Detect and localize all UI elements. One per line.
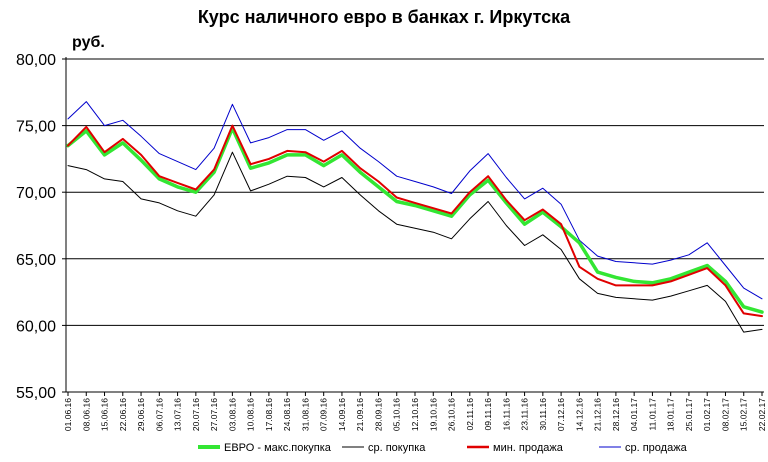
series-line bbox=[66, 126, 764, 314]
chart-title: Курс наличного евро в банках г. Иркутска bbox=[198, 7, 571, 27]
x-tick-label: 20.07.16 bbox=[191, 398, 201, 431]
x-tick-label: 18.01.17 bbox=[666, 398, 676, 431]
x-tick-label: 26.10.16 bbox=[447, 398, 457, 431]
x-tick-label: 05.10.16 bbox=[392, 398, 402, 431]
x-tick-label: 13.07.16 bbox=[173, 398, 183, 431]
x-tick-label: 23.11.16 bbox=[520, 398, 530, 431]
x-tick-label: 07.12.16 bbox=[556, 398, 566, 431]
x-tick-label: 08.02.17 bbox=[720, 398, 730, 431]
series-line bbox=[67, 124, 763, 318]
x-tick-label: 09.11.16 bbox=[483, 398, 493, 431]
x-tick-label: 01.02.17 bbox=[702, 398, 712, 431]
x-tick-label: 01.06.16 bbox=[63, 398, 73, 431]
y-axis-ticks: 80,00 75,00 70,00 65,00 60,00 55,00 bbox=[16, 52, 66, 402]
legend-label: ср. продажа bbox=[625, 442, 688, 454]
x-tick-label: 11.01.17 bbox=[647, 398, 657, 431]
x-tick-label: 28.09.16 bbox=[373, 398, 383, 431]
legend-label: мин. продажа bbox=[493, 442, 564, 454]
x-tick-label: 25.01.17 bbox=[684, 398, 694, 431]
x-tick-label: 10.08.16 bbox=[246, 398, 256, 431]
legend-label: ср. покупка bbox=[368, 442, 426, 454]
x-tick-label: 15.06.16 bbox=[100, 398, 110, 431]
x-tick-label: 31.08.16 bbox=[300, 398, 310, 431]
x-tick-label: 27.07.16 bbox=[209, 398, 219, 431]
series-line bbox=[67, 101, 763, 300]
x-tick-label: 15.02.17 bbox=[739, 398, 749, 431]
x-tick-label: 04.01.17 bbox=[629, 398, 639, 431]
y-tick-label: 65,00 bbox=[16, 252, 56, 269]
x-tick-label: 22.02.17 bbox=[757, 398, 767, 431]
gridlines bbox=[66, 58, 764, 326]
legend: ЕВРО - макс.покупка ср. покупка мин. прода… bbox=[198, 442, 688, 454]
x-tick-label: 14.09.16 bbox=[337, 398, 347, 431]
x-axis-ticks: 01.06.16 08.06.16 15.06.16 22.06.16 29.06.16… bbox=[63, 392, 767, 431]
x-tick-label: 21.09.16 bbox=[355, 398, 365, 431]
x-tick-label: 19.10.16 bbox=[428, 398, 438, 431]
x-tick-label: 28.12.16 bbox=[611, 398, 621, 431]
x-tick-label: 02.11.16 bbox=[465, 398, 475, 431]
x-tick-label: 03.08.16 bbox=[227, 398, 237, 431]
y-tick-label: 80,00 bbox=[16, 52, 56, 69]
y-tick-label: 70,00 bbox=[16, 185, 56, 202]
y-tick-label: 60,00 bbox=[16, 318, 56, 335]
x-tick-label: 08.06.16 bbox=[81, 398, 91, 431]
legend-label: ЕВРО - макс.покупка bbox=[224, 442, 332, 454]
x-tick-label: 12.10.16 bbox=[410, 398, 420, 431]
x-tick-label: 14.12.16 bbox=[574, 398, 584, 431]
x-tick-label: 16.11.16 bbox=[501, 398, 511, 431]
x-tick-label: 29.06.16 bbox=[136, 398, 146, 431]
y-axis-unit-label: руб. bbox=[72, 34, 105, 51]
x-tick-label: 07.09.16 bbox=[319, 398, 329, 431]
series-lines bbox=[66, 101, 764, 333]
x-tick-label: 21.12.16 bbox=[593, 398, 603, 431]
y-tick-label: 75,00 bbox=[16, 119, 56, 136]
series-line bbox=[67, 151, 763, 333]
y-tick-label: 55,00 bbox=[16, 385, 56, 402]
x-tick-label: 30.11.16 bbox=[538, 398, 548, 431]
x-tick-label: 22.06.16 bbox=[118, 398, 128, 431]
x-tick-label: 24.08.16 bbox=[282, 398, 292, 431]
x-tick-label: 17.08.16 bbox=[264, 398, 274, 431]
x-tick-label: 06.07.16 bbox=[154, 398, 164, 431]
